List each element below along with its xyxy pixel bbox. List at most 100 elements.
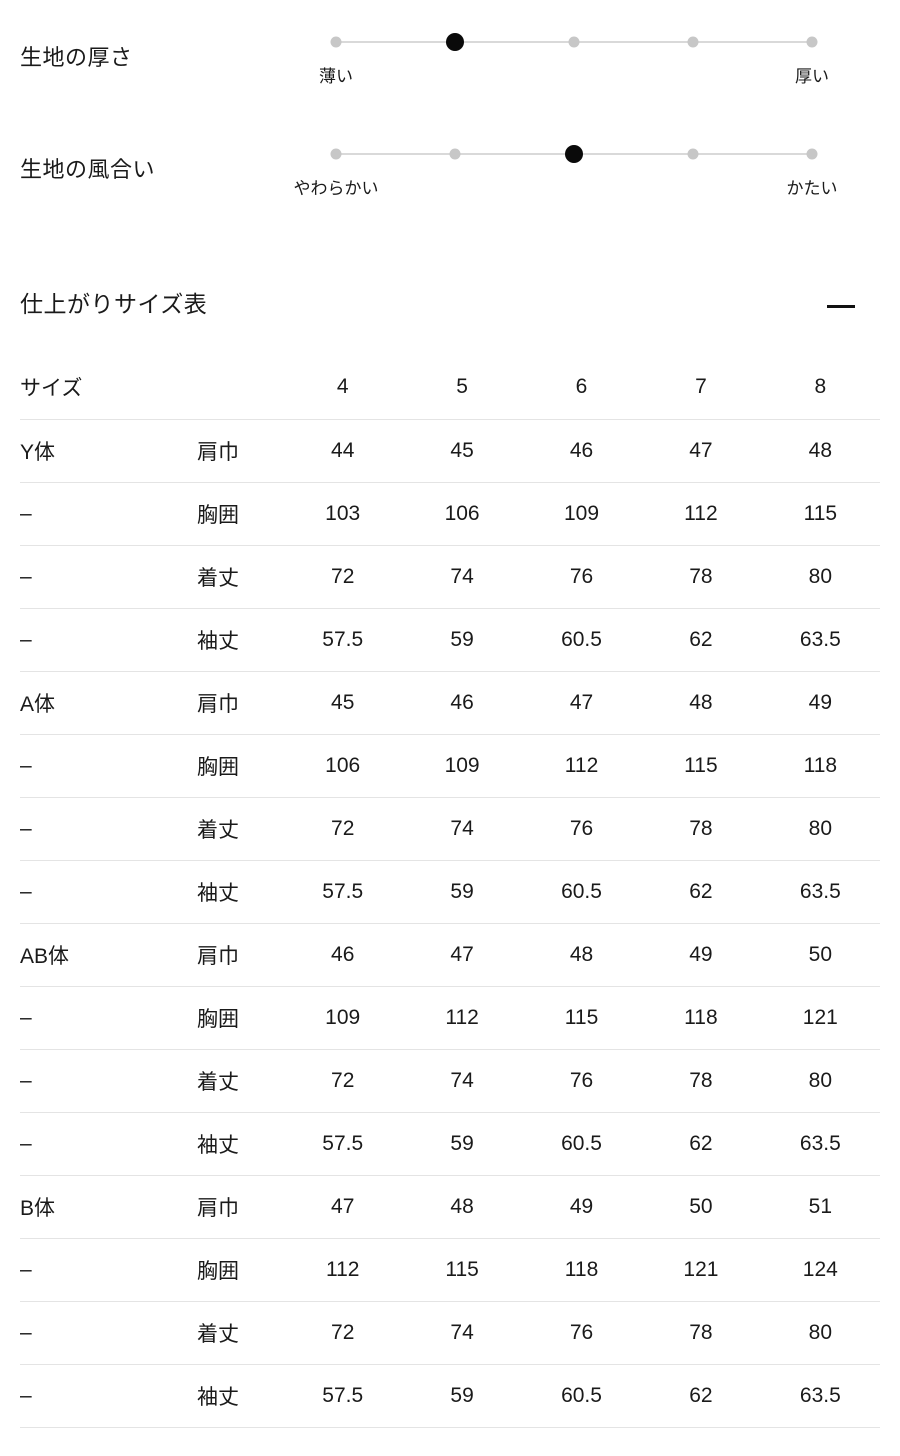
scale-max-label: かたい [786,179,838,198]
measure-cell: 胸囲 [197,756,239,779]
value-cell: 59 [450,880,474,903]
value-cell: 50 [808,943,832,966]
column-header: 6 [575,374,588,398]
table-row: A体 肩巾 45 46 47 48 49 [20,672,880,735]
value-cell: 63.5 [799,1132,841,1155]
value-cell: 72 [331,1321,355,1344]
scale-dot [687,148,699,160]
scale-dot [449,148,461,160]
value-cell: 115 [684,754,718,777]
value-cell: 57.5 [322,628,364,651]
scale-title: 生地の風合い [20,157,156,182]
value-cell: 47 [569,691,594,714]
value-cell: 112 [564,754,599,777]
value-cell: 74 [450,1069,474,1092]
body-type-cell: – [20,817,32,840]
table-row: – 着丈 72 74 76 78 80 [20,1050,880,1113]
value-cell: 106 [444,502,480,525]
value-cell: 109 [325,1006,361,1029]
table-row: – 袖丈 57.5 59 60.5 62 63.5 [20,1365,880,1428]
body-type-cell: – [20,880,32,903]
value-cell: 49 [689,943,713,966]
value-cell: 78 [689,1069,713,1092]
value-cell: 115 [445,1258,479,1281]
value-cell: 78 [689,817,713,840]
body-type-cell: A体 [20,693,56,716]
measure-cell: 肩巾 [197,441,239,464]
table-row: – 胸囲 109 112 115 118 121 [20,987,880,1050]
body-type-cell: – [20,565,32,588]
scale-dot [446,33,464,51]
value-cell: 76 [569,817,594,840]
value-cell: 72 [331,565,355,588]
value-cell: 60.5 [561,1384,602,1407]
measure-cell: 着丈 [197,1071,239,1094]
value-cell: 109 [563,502,600,525]
scale-dot [687,36,699,48]
value-cell: 112 [445,1006,479,1029]
table-row: AB体 肩巾 46 47 48 49 50 [20,924,880,987]
value-cell: 46 [331,943,355,966]
size-table: サイズ 4 5 6 7 8 Y体 肩巾 44 45 46 47 48 – 胸囲 … [20,354,880,1428]
value-cell: 44 [331,439,355,462]
table-row: – 袖丈 57.5 59 60.5 62 63.5 [20,861,880,924]
column-header-size: サイズ [20,376,83,400]
value-cell: 57.5 [322,1384,364,1407]
measure-cell: 胸囲 [197,1008,239,1031]
measure-cell: 肩巾 [197,945,239,968]
body-type-cell: B体 [20,1197,56,1220]
table-row: – 胸囲 106 109 112 115 118 [20,735,880,798]
body-type-cell: – [20,1321,32,1344]
body-type-cell: Y体 [20,441,56,464]
table-row: – 胸囲 103 106 109 112 115 [20,483,880,546]
scale-dot [568,36,580,48]
value-cell: 60.5 [561,1132,602,1155]
value-cell: 112 [684,502,718,525]
column-header: 7 [695,374,707,398]
value-cell: 51 [808,1195,832,1218]
collapse-section-button[interactable] [819,294,863,318]
value-cell: 115 [803,502,838,525]
fabric-texture-scale: 生地の風合い やわらかい かたい [0,112,900,224]
scale-dot [330,36,342,48]
fabric-thickness-scale: 生地の厚さ 薄い 厚い [0,0,900,112]
table-row: B体 肩巾 47 48 49 50 51 [20,1176,880,1239]
value-cell: 74 [450,565,474,588]
value-cell: 48 [808,439,832,462]
value-cell: 47 [689,439,713,462]
value-cell: 124 [802,1258,838,1281]
body-type-cell: – [20,1384,32,1407]
value-cell: 60.5 [561,880,602,903]
scale-dot [806,148,818,160]
value-cell: 74 [450,817,474,840]
value-cell: 59 [450,1132,474,1155]
size-section-title: 仕上がりサイズ表 [20,291,208,317]
column-header: 5 [456,374,468,398]
table-row: – 袖丈 57.5 59 60.5 62 63.5 [20,1113,880,1176]
column-header: 4 [336,374,349,398]
value-cell: 46 [450,691,474,714]
body-type-cell: – [20,1006,32,1029]
value-cell: 118 [564,1258,599,1281]
value-cell: 121 [802,1006,838,1029]
value-cell: 80 [808,817,832,840]
value-cell: 62 [689,880,713,903]
value-cell: 48 [450,1195,474,1218]
value-cell: 76 [569,1321,594,1344]
value-cell: 109 [444,754,480,777]
value-cell: 121 [683,1258,719,1281]
value-cell: 80 [808,1321,832,1344]
minus-icon [827,305,855,308]
measure-cell: 着丈 [197,1323,239,1346]
body-type-cell: AB体 [20,945,70,968]
scale-dot [806,36,818,48]
value-cell: 59 [450,628,474,651]
value-cell: 45 [450,439,474,462]
value-cell: 62 [689,628,713,651]
scale-dot [565,145,583,163]
value-cell: 60.5 [561,628,602,651]
value-cell: 48 [689,691,713,714]
value-cell: 118 [684,1006,718,1029]
measure-cell: 胸囲 [197,1260,239,1283]
table-row: – 袖丈 57.5 59 60.5 62 63.5 [20,609,880,672]
